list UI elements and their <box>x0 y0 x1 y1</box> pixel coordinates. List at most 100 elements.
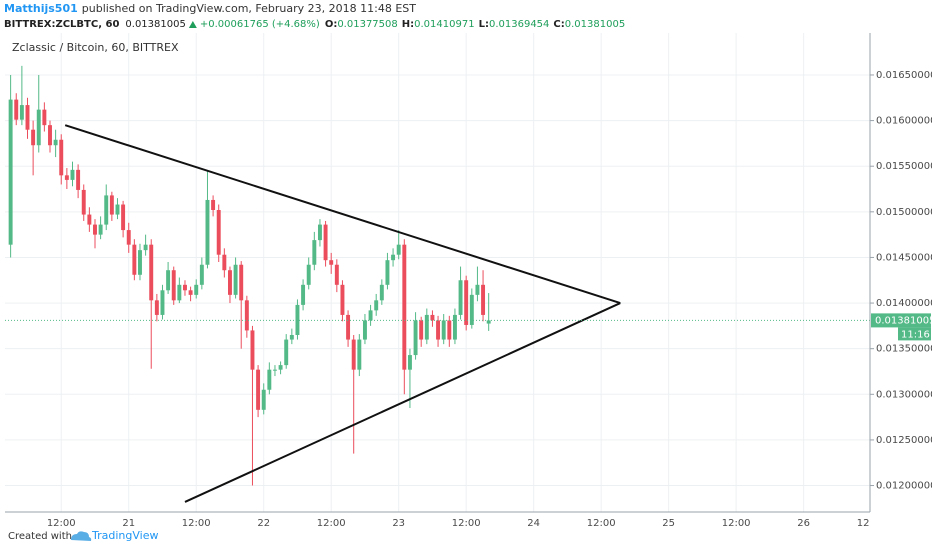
x-tick-label: 12:00 <box>452 518 481 529</box>
candle-body <box>104 195 109 225</box>
candle-body <box>385 260 390 285</box>
candle-body <box>126 230 131 245</box>
symbol: BITTREX:ZCLBTC, 60 <box>4 19 119 30</box>
header-line-2: BITTREX:ZCLBTC, 60 0.01381005 +0.00061765 … <box>4 19 625 30</box>
price-badge-label: 0.01381005 <box>875 315 932 326</box>
candle-body <box>379 284 384 301</box>
candle-body <box>306 264 311 285</box>
candle-body <box>464 280 469 325</box>
logo <box>71 531 92 541</box>
trend-line <box>64 124 621 305</box>
candle-body <box>430 314 435 321</box>
c-value: 0.01381005 <box>565 19 625 30</box>
x-tick-label: 21 <box>122 518 135 529</box>
candle-body <box>244 300 249 331</box>
candle-body <box>205 199 210 265</box>
candle-body <box>469 294 474 325</box>
candle-body <box>222 254 227 271</box>
candle-body <box>436 320 441 340</box>
c-label: C: <box>553 19 564 30</box>
header-line-1: Matthijs501 published on TradingView.com,… <box>4 2 416 15</box>
candle-body <box>115 204 120 215</box>
candle-body <box>374 300 379 311</box>
candle-body <box>289 334 294 340</box>
candle-body <box>413 320 418 356</box>
candle-body <box>109 195 114 215</box>
candle-body <box>256 369 261 410</box>
candle-body <box>312 240 317 265</box>
footer: Created with TradingView <box>8 529 158 542</box>
candle-body <box>346 314 351 340</box>
candle-body <box>458 280 463 315</box>
o-label: O: <box>325 19 338 30</box>
candle-body <box>93 224 97 235</box>
candle-body <box>19 105 24 120</box>
candle-body <box>441 320 446 340</box>
x-tick-label: 12:00 <box>317 518 346 529</box>
candle-body <box>250 330 255 370</box>
y-tick-label: 0.01300000 <box>876 389 932 400</box>
candle-body <box>177 284 182 301</box>
price-axis <box>870 33 932 532</box>
plot: 12:00 21 12:00 22 12:00 23 12:00 24 12:00 25 12:00… <box>5 33 932 532</box>
candle-body <box>132 244 137 275</box>
y-tick-label: 0.01600000 <box>876 116 932 127</box>
candle-body <box>149 244 154 301</box>
candle-body <box>481 284 486 315</box>
last-price: 0.01381005 <box>125 19 185 30</box>
candle-body <box>329 260 334 265</box>
candle-body <box>188 290 193 295</box>
author[interactable]: Matthijs501 <box>4 2 78 15</box>
candle-body <box>166 270 171 291</box>
candle-body <box>183 284 187 291</box>
candle-body <box>317 224 322 241</box>
candle-body <box>239 264 244 301</box>
y-tick-label: 0.01400000 <box>876 298 932 309</box>
y-tick-label: 0.01550000 <box>876 161 932 172</box>
candle-body <box>475 284 480 295</box>
x-tick-label: 24 <box>527 518 540 529</box>
l-value: 0.01369454 <box>489 19 549 30</box>
candle-body <box>171 270 176 301</box>
h-label: H: <box>402 19 414 30</box>
candle-body <box>14 99 19 120</box>
candle-body <box>64 175 69 180</box>
change: +0.00061765 (+4.68%) <box>200 19 320 30</box>
y-tick-label: 0.01250000 <box>876 435 932 446</box>
candle-body <box>424 314 429 340</box>
candle-body <box>31 129 36 146</box>
h-value: 0.01410971 <box>414 19 474 30</box>
x-tick-label: 22 <box>257 518 270 529</box>
x-tick-label: 12:00 <box>587 518 616 529</box>
candle-body <box>323 224 328 261</box>
candle-body <box>419 320 424 340</box>
candle-body <box>233 264 238 295</box>
countdown-label: 11:16 <box>901 329 930 340</box>
up-arrow <box>188 21 197 28</box>
candle-body <box>87 214 92 225</box>
y-tick-label: 0.01650000 <box>876 70 932 81</box>
candle-body <box>98 224 103 235</box>
x-tick-label: 23 <box>392 518 405 529</box>
candle-body <box>194 284 199 295</box>
candle-body <box>284 339 289 366</box>
candle-body <box>8 99 13 245</box>
candle-body <box>53 139 58 146</box>
candle-body <box>407 355 412 370</box>
candle-body <box>143 244 148 251</box>
brand[interactable]: TradingView <box>91 529 158 542</box>
candle-body <box>199 264 204 285</box>
candle-body <box>272 369 277 371</box>
candle-body <box>295 304 300 335</box>
candle-body <box>301 284 306 305</box>
candle-body <box>452 314 457 340</box>
candle-body <box>216 210 221 255</box>
candle-body <box>36 109 41 146</box>
y-tick-label: 0.01350000 <box>876 344 932 355</box>
o-value: 0.01377508 <box>337 19 397 30</box>
candle-body <box>267 369 272 390</box>
candle-body <box>391 254 396 261</box>
candle-body <box>59 139 64 176</box>
candle-body <box>48 125 52 146</box>
